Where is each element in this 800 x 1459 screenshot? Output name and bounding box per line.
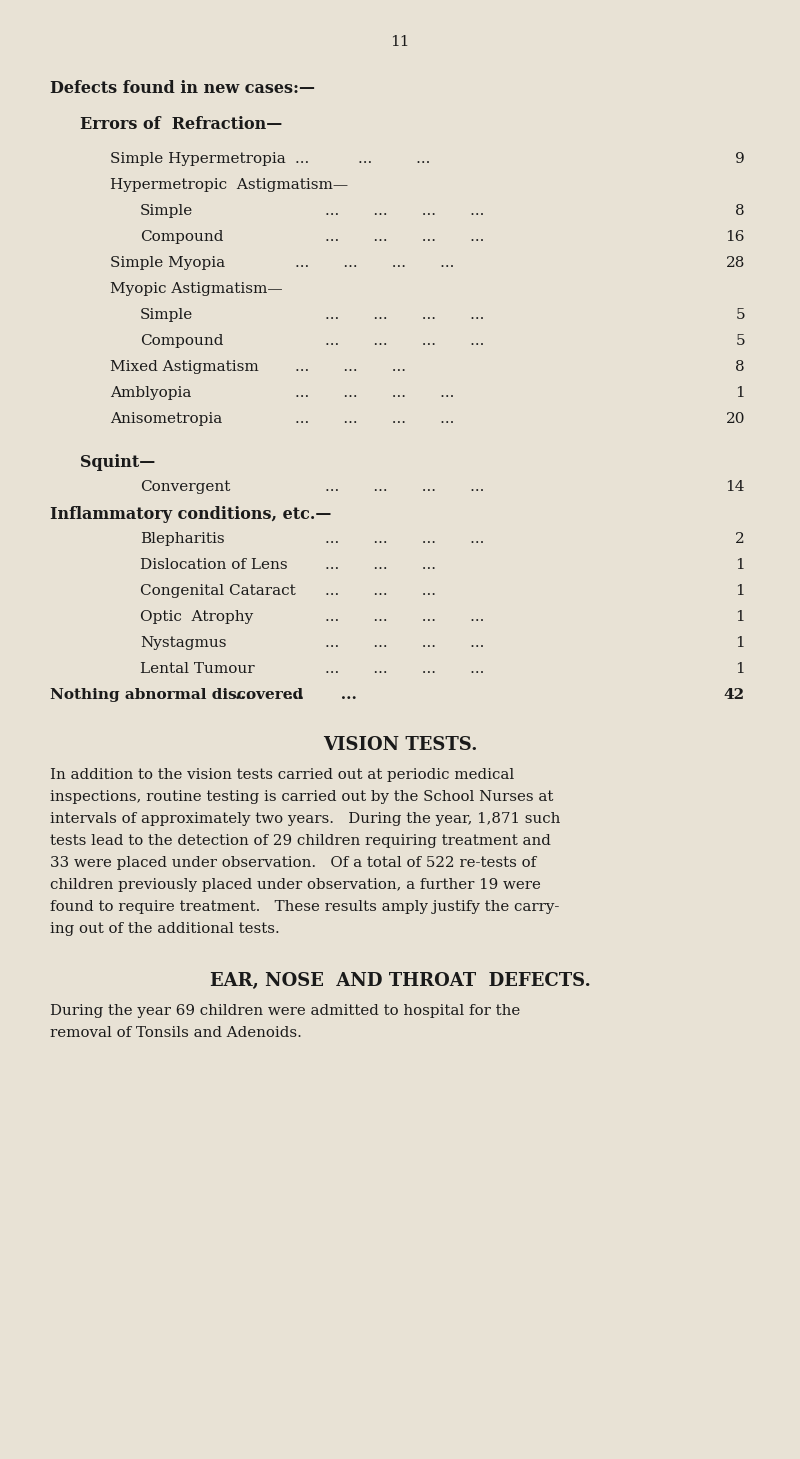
Text: 5: 5: [735, 334, 745, 349]
Text: ing out of the additional tests.: ing out of the additional tests.: [50, 922, 280, 937]
Text: 1: 1: [735, 557, 745, 572]
Text: removal of Tonsils and Adenoids.: removal of Tonsils and Adenoids.: [50, 1026, 302, 1040]
Text: ...       ...       ...       ...: ... ... ... ...: [325, 231, 484, 244]
Text: ...       ...       ...       ...: ... ... ... ...: [325, 610, 484, 624]
Text: 1: 1: [735, 387, 745, 400]
Text: 16: 16: [726, 231, 745, 244]
Text: 33 were placed under observation.   Of a total of 522 re-tests of: 33 were placed under observation. Of a t…: [50, 856, 536, 870]
Text: 1: 1: [735, 584, 745, 598]
Text: Convergent: Convergent: [140, 480, 230, 495]
Text: 5: 5: [735, 308, 745, 322]
Text: intervals of approximately two years.   During the year, 1,871 such: intervals of approximately two years. Du…: [50, 813, 560, 826]
Text: 1: 1: [735, 610, 745, 624]
Text: ...       ...       ...: ... ... ...: [235, 689, 357, 702]
Text: Amblyopia: Amblyopia: [110, 387, 191, 400]
Text: Defects found in new cases:—: Defects found in new cases:—: [50, 80, 315, 96]
Text: Dislocation of Lens: Dislocation of Lens: [140, 557, 288, 572]
Text: 9: 9: [735, 152, 745, 166]
Text: Simple Myopia: Simple Myopia: [110, 255, 225, 270]
Text: 28: 28: [726, 255, 745, 270]
Text: During the year 69 children were admitted to hospital for the: During the year 69 children were admitte…: [50, 1004, 520, 1018]
Text: VISION TESTS.: VISION TESTS.: [322, 735, 478, 754]
Text: Nothing abnormal discovered: Nothing abnormal discovered: [50, 689, 303, 702]
Text: ...          ...         ...: ... ... ...: [295, 152, 430, 166]
Text: children previously placed under observation, a further 19 were: children previously placed under observa…: [50, 878, 541, 891]
Text: tests lead to the detection of 29 children requiring treatment and: tests lead to the detection of 29 childr…: [50, 835, 551, 848]
Text: ...       ...       ...       ...: ... ... ... ...: [325, 204, 484, 217]
Text: found to require treatment.   These results amply justify the carry-: found to require treatment. These result…: [50, 900, 559, 913]
Text: ...       ...       ...: ... ... ...: [325, 557, 436, 572]
Text: 1: 1: [735, 636, 745, 651]
Text: Simple: Simple: [140, 204, 194, 217]
Text: Nystagmus: Nystagmus: [140, 636, 226, 651]
Text: 11: 11: [390, 35, 410, 50]
Text: ...       ...       ...       ...: ... ... ... ...: [325, 636, 484, 651]
Text: 20: 20: [726, 411, 745, 426]
Text: Optic  Atrophy: Optic Atrophy: [140, 610, 254, 624]
Text: 42: 42: [724, 689, 745, 702]
Text: Blepharitis: Blepharitis: [140, 533, 225, 546]
Text: ...       ...       ...       ...: ... ... ... ...: [295, 255, 454, 270]
Text: inspections, routine testing is carried out by the School Nurses at: inspections, routine testing is carried …: [50, 789, 554, 804]
Text: Myopic Astigmatism—: Myopic Astigmatism—: [110, 282, 282, 296]
Text: Compound: Compound: [140, 231, 223, 244]
Text: 8: 8: [735, 360, 745, 374]
Text: ...       ...       ...       ...: ... ... ... ...: [325, 533, 484, 546]
Text: ...       ...       ...: ... ... ...: [295, 360, 406, 374]
Text: Mixed Astigmatism: Mixed Astigmatism: [110, 360, 258, 374]
Text: Inflammatory conditions, etc.—: Inflammatory conditions, etc.—: [50, 506, 331, 522]
Text: ...       ...       ...       ...: ... ... ... ...: [325, 334, 484, 349]
Text: Squint—: Squint—: [80, 454, 155, 471]
Text: ...       ...       ...       ...: ... ... ... ...: [325, 308, 484, 322]
Text: Lental Tumour: Lental Tumour: [140, 662, 254, 676]
Text: 1: 1: [735, 662, 745, 676]
Text: ...       ...       ...: ... ... ...: [325, 584, 436, 598]
Text: ...       ...       ...       ...: ... ... ... ...: [295, 387, 454, 400]
Text: ...       ...       ...       ...: ... ... ... ...: [325, 662, 484, 676]
Text: Simple: Simple: [140, 308, 194, 322]
Text: In addition to the vision tests carried out at periodic medical: In addition to the vision tests carried …: [50, 767, 514, 782]
Text: ...       ...       ...       ...: ... ... ... ...: [325, 480, 484, 495]
Text: Hypermetropic  Astigmatism—: Hypermetropic Astigmatism—: [110, 178, 348, 193]
Text: ...       ...       ...       ...: ... ... ... ...: [295, 411, 454, 426]
Text: Congenital Cataract: Congenital Cataract: [140, 584, 296, 598]
Text: 2: 2: [735, 533, 745, 546]
Text: Anisometropia: Anisometropia: [110, 411, 222, 426]
Text: Errors of  Refraction—: Errors of Refraction—: [80, 117, 282, 133]
Text: EAR, NOSE  AND THROAT  DEFECTS.: EAR, NOSE AND THROAT DEFECTS.: [210, 972, 590, 991]
Text: 8: 8: [735, 204, 745, 217]
Text: Compound: Compound: [140, 334, 223, 349]
Text: Simple Hypermetropia: Simple Hypermetropia: [110, 152, 286, 166]
Text: 14: 14: [726, 480, 745, 495]
